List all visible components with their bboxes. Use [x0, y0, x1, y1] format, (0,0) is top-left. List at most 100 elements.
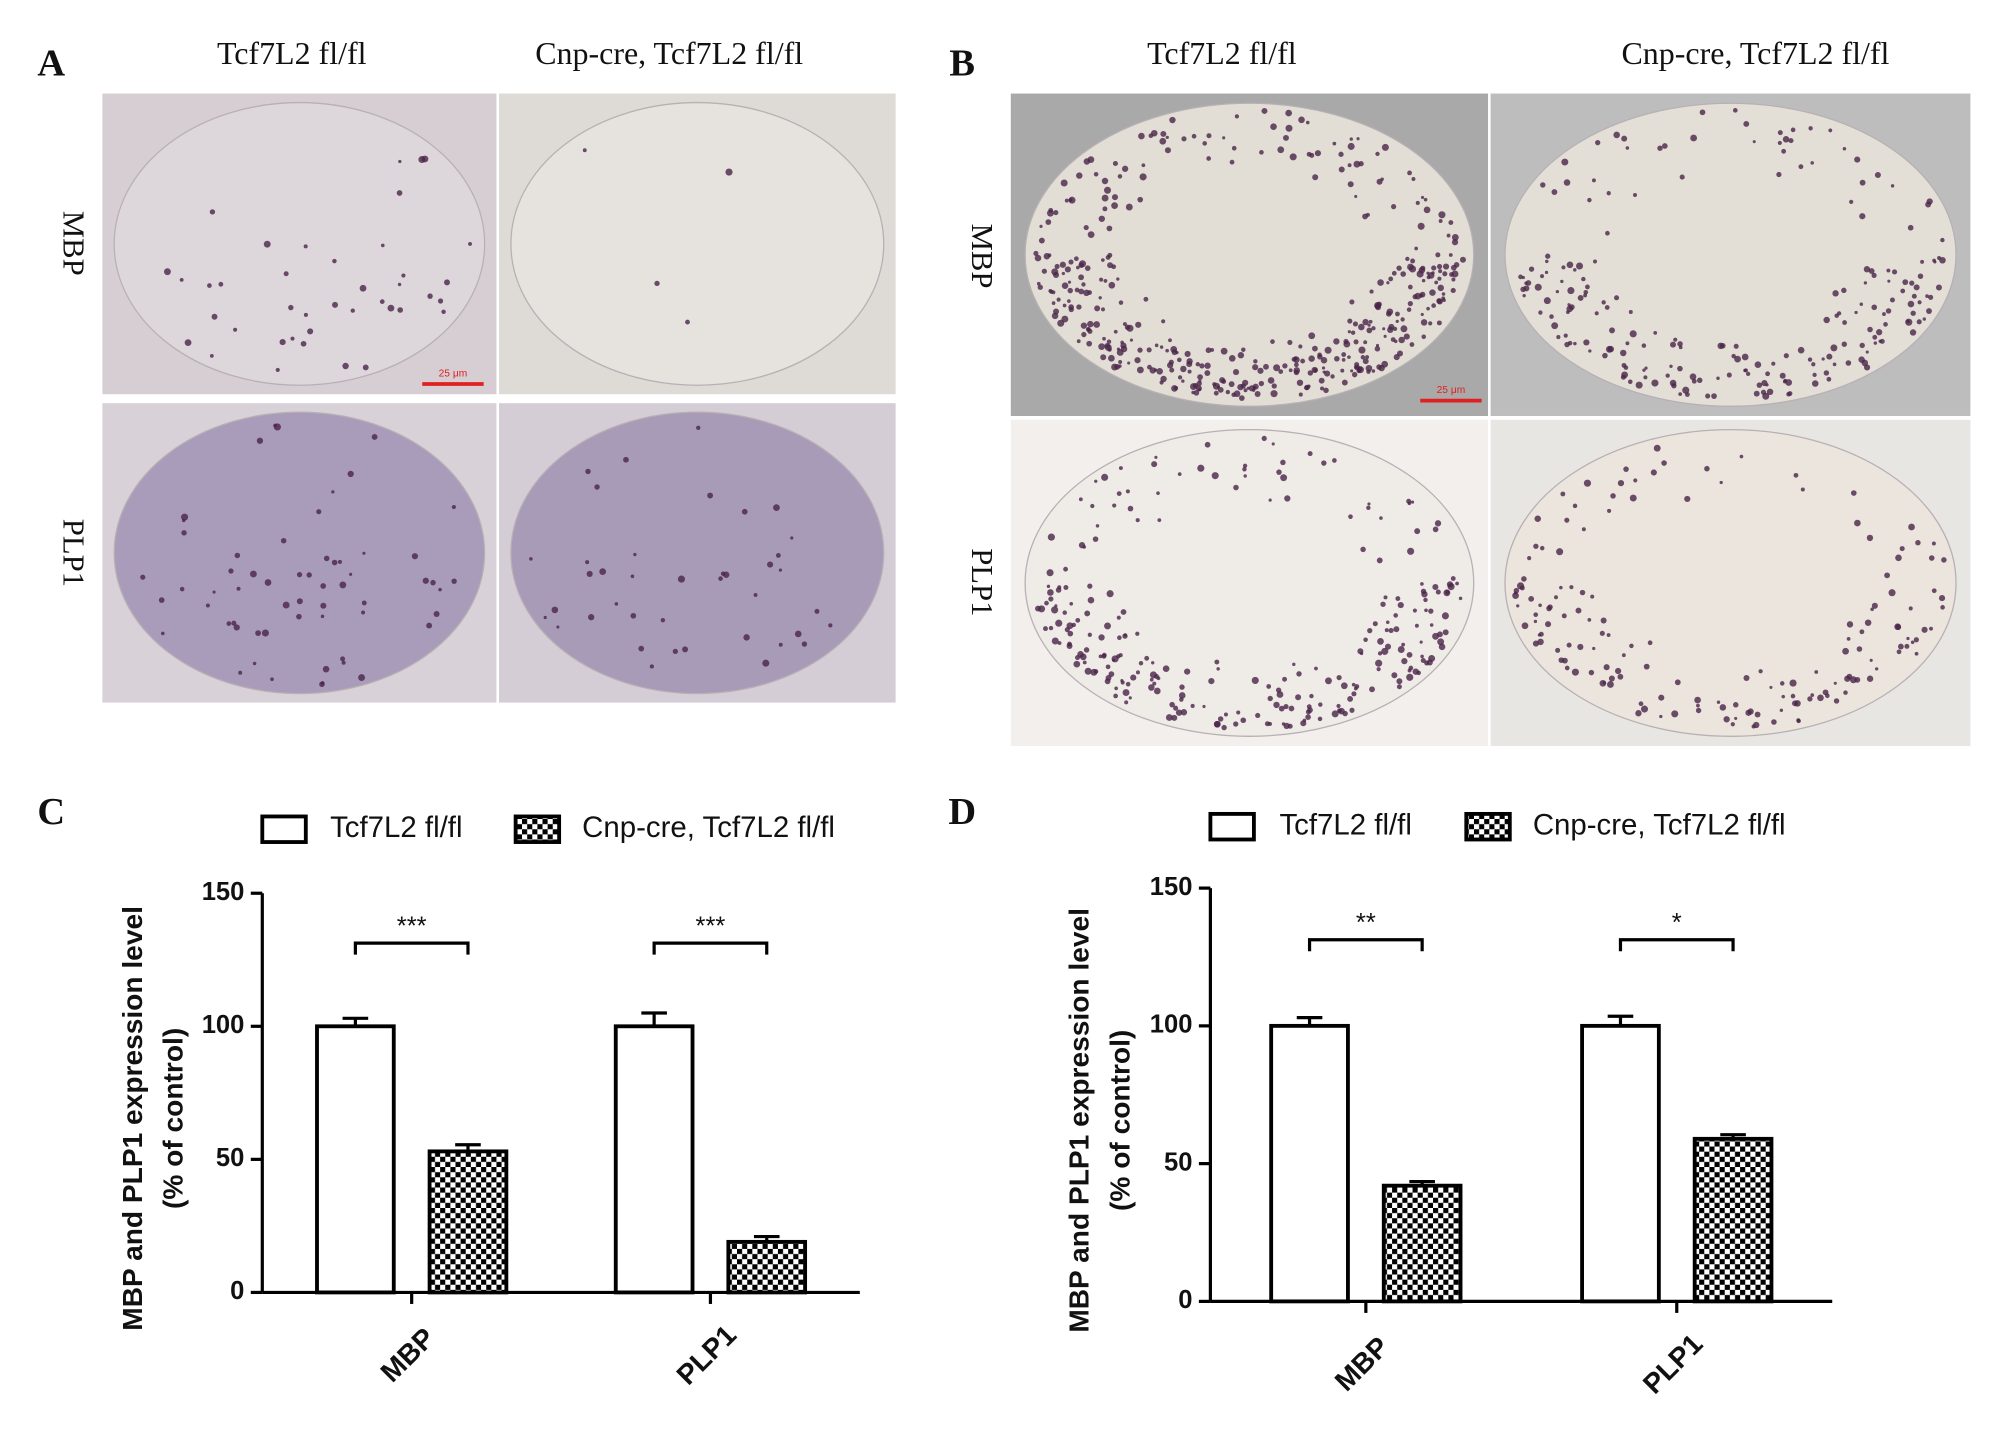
- stained-cell: [1859, 629, 1865, 635]
- stained-cell: [1347, 181, 1354, 188]
- stained-cell: [1347, 355, 1351, 359]
- stained-cell: [1629, 330, 1637, 338]
- stained-cell: [218, 281, 224, 287]
- stained-cell: [1602, 681, 1607, 685]
- stained-cell: [1278, 705, 1285, 712]
- stained-cell: [430, 579, 436, 586]
- stained-cell: [1151, 461, 1158, 468]
- stained-cell: [437, 298, 444, 304]
- stained-cell: [1159, 137, 1167, 145]
- stained-cell: [1347, 695, 1354, 702]
- stained-cell: [1414, 528, 1421, 535]
- stained-cell: [1583, 339, 1590, 346]
- stained-cell: [1384, 628, 1389, 633]
- stained-cell: [1308, 332, 1316, 340]
- stained-cell: [1193, 390, 1200, 396]
- row-label: PLP1: [56, 519, 90, 587]
- stained-cell: [1798, 164, 1804, 170]
- stained-cell: [1926, 198, 1933, 205]
- stained-cell: [1859, 179, 1866, 186]
- stained-cell: [1823, 316, 1830, 324]
- stained-cell: [1886, 268, 1891, 273]
- stained-cell: [441, 309, 446, 315]
- stained-cell: [1567, 303, 1571, 307]
- stained-cell: [1684, 392, 1690, 397]
- stained-cell: [337, 559, 343, 564]
- stained-cell: [1561, 613, 1567, 619]
- stained-cell: [1349, 299, 1355, 305]
- stained-cell: [1302, 718, 1307, 723]
- stained-cell: [1621, 135, 1628, 142]
- stained-cell: [1128, 696, 1132, 700]
- stained-cell: [1830, 344, 1838, 352]
- stained-cell: [1841, 287, 1847, 294]
- stained-cell: [1120, 680, 1125, 685]
- stained-cell: [685, 319, 690, 325]
- stained-cell: [1846, 621, 1854, 628]
- stained-cell: [1086, 340, 1093, 347]
- stained-cell: [1067, 280, 1072, 284]
- stained-cell: [1545, 259, 1549, 264]
- stained-cell: [1333, 338, 1340, 345]
- stained-cell: [1932, 258, 1936, 263]
- stained-cell: [1450, 287, 1456, 294]
- stained-cell: [1173, 705, 1179, 711]
- stained-cell: [1438, 219, 1443, 223]
- stained-cell: [1348, 514, 1353, 519]
- stained-cell: [1635, 710, 1642, 717]
- stained-cell: [184, 339, 192, 347]
- stained-cell: [1098, 215, 1106, 222]
- stained-cell: [1283, 722, 1290, 729]
- stained-cell: [586, 570, 593, 577]
- stained-cell: [1450, 264, 1457, 271]
- stained-cell: [1270, 339, 1275, 344]
- stained-cell: [1087, 632, 1092, 637]
- stained-cell: [1104, 186, 1112, 194]
- stained-cell: [1745, 371, 1751, 377]
- stained-cell: [1064, 198, 1069, 203]
- stained-cell: [1661, 460, 1667, 466]
- stained-cell: [444, 279, 451, 286]
- stained-cell: [1075, 265, 1080, 270]
- stained-cell: [682, 646, 689, 653]
- stained-cell: [1092, 536, 1099, 542]
- error-bar: [753, 1234, 780, 1242]
- stained-cell: [1123, 633, 1127, 637]
- stained-cell: [1669, 364, 1673, 369]
- stained-cell: [1177, 357, 1182, 363]
- stained-cell: [1385, 620, 1390, 625]
- y-tick-label: 100: [1150, 1011, 1193, 1039]
- stained-cell: [1625, 341, 1630, 346]
- stained-cell: [1170, 345, 1178, 353]
- stained-cell: [1428, 608, 1434, 614]
- stained-cell: [1896, 649, 1902, 655]
- stained-cell: [380, 243, 385, 248]
- stained-cell: [1312, 174, 1319, 181]
- stained-cell: [1068, 259, 1074, 265]
- stained-cell: [1127, 361, 1131, 365]
- stained-cell: [1103, 279, 1108, 283]
- stained-cell: [801, 641, 808, 647]
- stained-cell: [1821, 357, 1825, 361]
- stained-cell: [1107, 262, 1114, 269]
- stained-cell: [1231, 145, 1237, 151]
- stained-cell: [1198, 379, 1202, 383]
- stained-cell: [1573, 268, 1577, 272]
- stained-cell: [1832, 362, 1837, 367]
- stained-cell: [1112, 658, 1116, 662]
- stained-cell: [209, 354, 214, 358]
- stained-cell: [1080, 322, 1088, 329]
- stained-cell: [296, 572, 303, 578]
- stained-cell: [1434, 280, 1439, 285]
- stained-cell: [1854, 519, 1861, 527]
- bar: [315, 1024, 396, 1295]
- stained-cell: [1101, 177, 1109, 185]
- stained-cell: [1043, 626, 1048, 632]
- stained-cell: [1141, 163, 1146, 168]
- stained-cell: [1889, 297, 1895, 303]
- stained-cell: [1338, 151, 1344, 157]
- stained-cell: [1268, 498, 1272, 502]
- stained-cell: [1695, 707, 1702, 714]
- stained-cell: [160, 631, 165, 636]
- stained-cell: [1420, 588, 1427, 595]
